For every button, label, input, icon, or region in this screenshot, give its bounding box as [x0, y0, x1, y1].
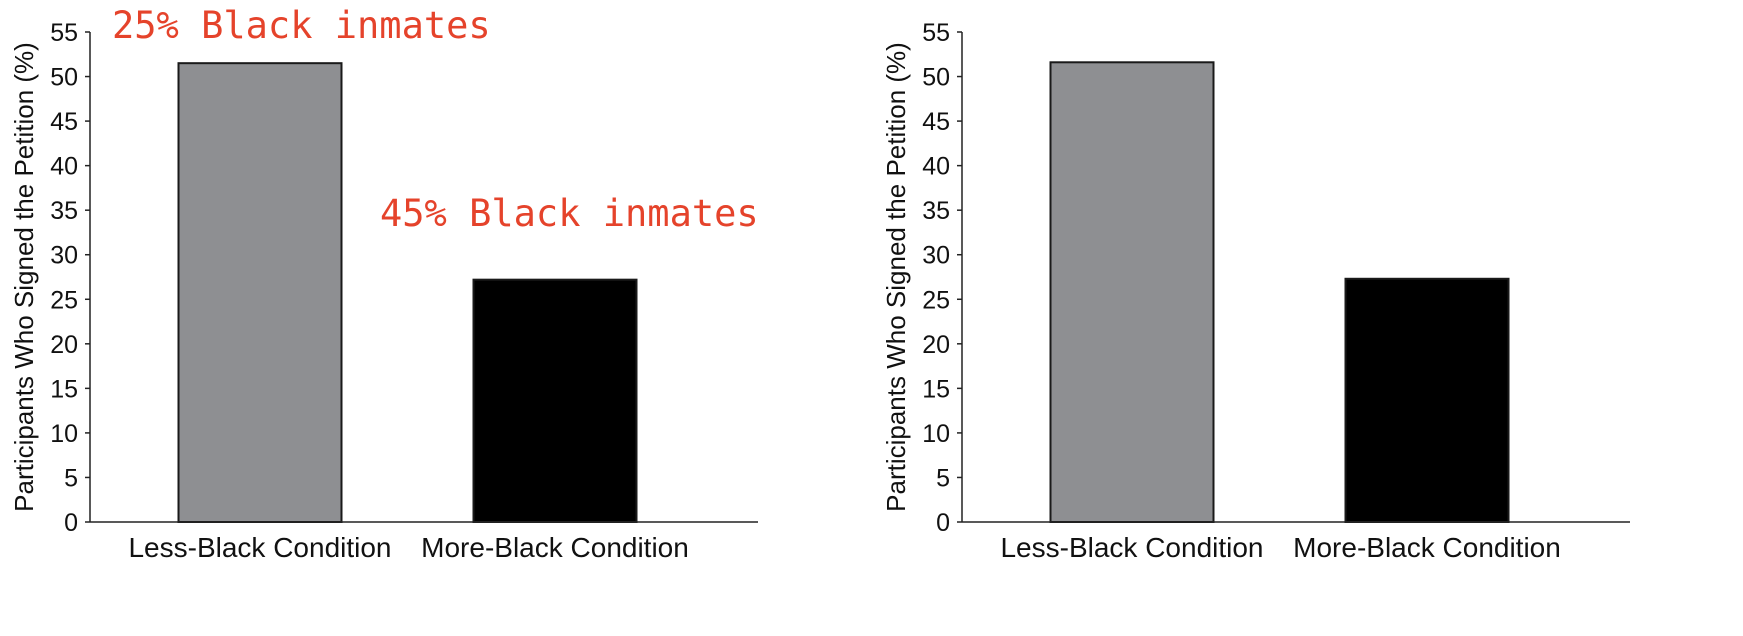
y-tick-label: 10: [50, 420, 78, 448]
y-tick-label: 20: [50, 331, 78, 359]
x-category-label: More-Black Condition: [1293, 532, 1561, 563]
y-tick-label: 30: [50, 242, 78, 270]
y-tick-label: 0: [64, 509, 78, 537]
y-tick-label: 35: [922, 197, 950, 225]
annotation-less-black: 25% Black inmates: [112, 4, 491, 47]
y-tick-label: 35: [50, 197, 78, 225]
x-category-label: Less-Black Condition: [1000, 532, 1263, 563]
left-chart-svg: 0 5 10 15 20 25 30 35 40 45 50 55 Less-Black Conditi…: [9, 4, 759, 563]
y-tick-label: 50: [922, 64, 950, 92]
right-chart: 0 5 10 15 20 25 30 35 40 45 50 55 Less-Black Conditi…: [872, 0, 1742, 636]
y-tick-label: 20: [922, 331, 950, 359]
y-axis-title: Participants Who Signed the Petition (%): [9, 42, 39, 512]
y-tick-label: 45: [922, 108, 950, 136]
bar-less-black: [1049, 61, 1215, 523]
y-tick-label: 30: [922, 242, 950, 270]
y-tick-label: 55: [50, 19, 78, 47]
bar-less-black: [177, 62, 343, 523]
right-chart-svg: 0 5 10 15 20 25 30 35 40 45 50 55 Less-Black Conditi…: [881, 19, 1630, 563]
y-tick-label: 40: [922, 153, 950, 181]
y-tick-label: 15: [922, 375, 950, 403]
annotation-more-black: 45% Black inmates: [380, 192, 759, 235]
y-tick-label: 45: [50, 108, 78, 136]
y-tick-label: 5: [64, 464, 78, 492]
y-tick-label: 15: [50, 375, 78, 403]
bar-more-black: [1344, 277, 1510, 524]
left-chart: 0 5 10 15 20 25 30 35 40 45 50 55 Less-Black Conditi…: [0, 0, 870, 636]
y-tick-label: 50: [50, 64, 78, 92]
y-tick-label: 25: [922, 286, 950, 314]
y-tick-label: 25: [50, 286, 78, 314]
y-axis-title: Participants Who Signed the Petition (%): [881, 42, 911, 512]
bar-more-black: [472, 278, 638, 523]
x-category-label: Less-Black Condition: [128, 532, 391, 563]
y-tick-label: 0: [936, 509, 950, 537]
x-category-label: More-Black Condition: [421, 532, 689, 563]
y-tick-label: 40: [50, 153, 78, 181]
y-tick-label: 5: [936, 464, 950, 492]
y-tick-label: 10: [922, 420, 950, 448]
y-tick-label: 55: [922, 19, 950, 47]
